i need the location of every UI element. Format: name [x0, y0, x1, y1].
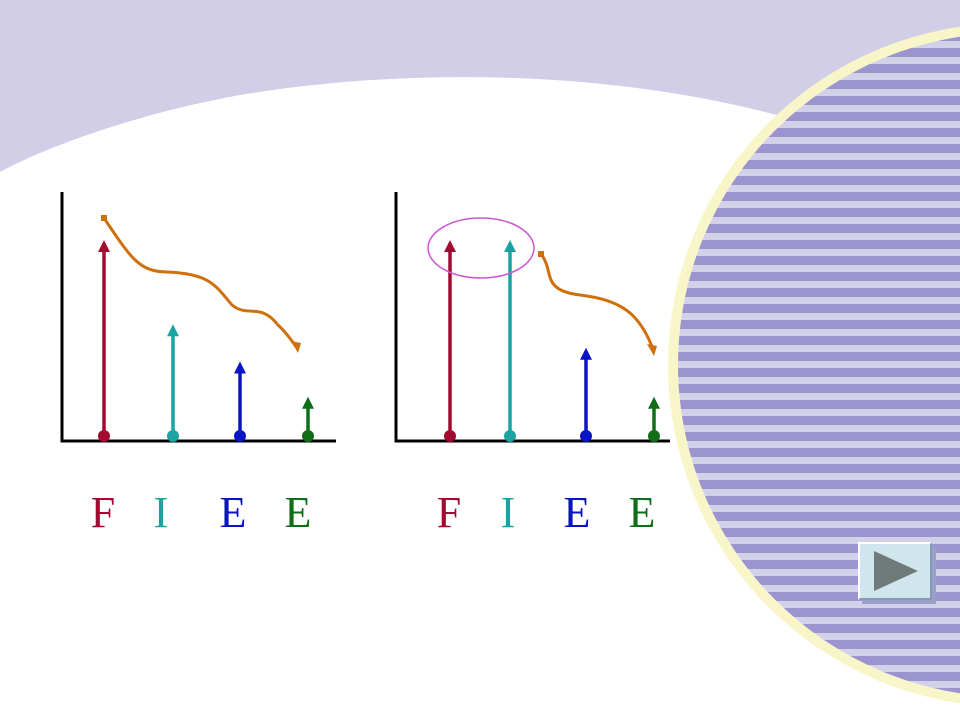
- arrow-head-icon: [648, 396, 660, 409]
- striped-decorative-circle: [678, 33, 960, 697]
- play-arrow-icon: [874, 551, 918, 591]
- bar-base-dot: [580, 430, 592, 442]
- trend-curve: [102, 217, 300, 351]
- axis: [394, 192, 670, 443]
- curve-start-marker: [538, 251, 544, 257]
- trend-curve: [539, 253, 656, 353]
- bar-label: E: [564, 488, 591, 537]
- arrow-head-icon: [234, 361, 246, 374]
- bar-label: E: [629, 488, 656, 537]
- bar-e-4: [302, 396, 314, 442]
- bar-i-2: [504, 240, 516, 442]
- arrow-head-icon: [444, 240, 456, 252]
- arrow-head-icon: [580, 347, 592, 360]
- bar-label: F: [91, 488, 115, 537]
- bar-base-dot: [98, 430, 110, 442]
- arrow-head-icon: [504, 240, 516, 252]
- bar-i-2: [167, 324, 179, 442]
- top-decorative-band: [0, 0, 960, 190]
- bar-base-dot: [648, 430, 660, 442]
- bar-label: I: [154, 488, 169, 537]
- curve-start-marker: [101, 215, 107, 221]
- bar-e-4: [648, 396, 660, 442]
- bar-base-dot: [504, 430, 516, 442]
- bar-base-dot: [234, 430, 246, 442]
- highlight-ellipse: [427, 217, 535, 279]
- arrow-head-icon: [302, 396, 314, 409]
- bar-base-dot: [444, 430, 456, 442]
- bar-f-1: [98, 240, 110, 442]
- curve-arrow-icon: [647, 344, 657, 356]
- bar-f-1: [444, 240, 456, 442]
- bar-label: F: [437, 488, 461, 537]
- next-slide-button[interactable]: [858, 542, 932, 600]
- curve-arrow-icon: [291, 341, 301, 353]
- bar-base-dot: [167, 430, 179, 442]
- arrow-head-icon: [98, 240, 110, 252]
- bar-e-3: [580, 347, 592, 442]
- axis: [60, 192, 336, 443]
- arrow-head-icon: [167, 324, 179, 337]
- bar-label: E: [285, 488, 312, 537]
- bar-label: E: [220, 488, 247, 537]
- bar-base-dot: [302, 430, 314, 442]
- bar-e-3: [234, 361, 246, 442]
- bar-label: I: [501, 488, 516, 537]
